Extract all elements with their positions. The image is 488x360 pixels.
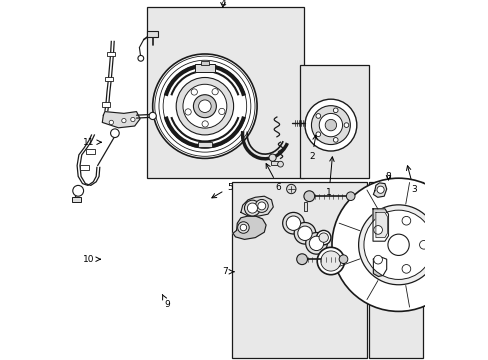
Circle shape xyxy=(305,99,356,151)
Circle shape xyxy=(257,202,265,210)
Polygon shape xyxy=(372,209,387,241)
Bar xyxy=(200,60,209,65)
Circle shape xyxy=(183,84,226,128)
Text: 6: 6 xyxy=(265,163,281,192)
Circle shape xyxy=(318,233,328,242)
Circle shape xyxy=(401,265,410,273)
Circle shape xyxy=(286,184,295,194)
Circle shape xyxy=(198,100,211,112)
Bar xyxy=(102,102,110,107)
Circle shape xyxy=(130,117,135,122)
Circle shape xyxy=(191,89,197,95)
Circle shape xyxy=(294,222,315,244)
Circle shape xyxy=(303,191,314,202)
Text: 3: 3 xyxy=(406,166,416,194)
Bar xyxy=(147,31,158,37)
Circle shape xyxy=(297,226,311,240)
Circle shape xyxy=(311,106,349,145)
Circle shape xyxy=(184,109,191,115)
Circle shape xyxy=(122,118,126,123)
Circle shape xyxy=(176,77,233,135)
Circle shape xyxy=(138,55,143,61)
Circle shape xyxy=(333,138,337,142)
Circle shape xyxy=(218,108,224,114)
Circle shape xyxy=(363,210,432,279)
Circle shape xyxy=(110,129,119,138)
Circle shape xyxy=(317,247,344,275)
Bar xyxy=(368,182,422,358)
Bar xyxy=(80,165,88,170)
Polygon shape xyxy=(232,216,265,239)
Text: 8: 8 xyxy=(385,172,390,181)
Circle shape xyxy=(109,120,113,125)
Circle shape xyxy=(358,205,438,285)
Circle shape xyxy=(315,114,320,118)
Text: 10: 10 xyxy=(83,255,101,264)
Circle shape xyxy=(315,132,320,136)
Circle shape xyxy=(373,255,382,264)
Bar xyxy=(231,182,366,358)
Circle shape xyxy=(285,216,300,230)
Bar xyxy=(300,65,368,178)
Circle shape xyxy=(268,154,276,161)
Circle shape xyxy=(73,185,83,196)
Circle shape xyxy=(333,108,337,113)
Circle shape xyxy=(401,216,410,225)
Circle shape xyxy=(305,233,326,254)
Bar xyxy=(147,7,303,178)
Bar xyxy=(197,142,212,147)
Circle shape xyxy=(344,123,348,127)
Bar xyxy=(194,64,215,72)
Circle shape xyxy=(255,199,268,212)
Polygon shape xyxy=(375,212,386,238)
Circle shape xyxy=(331,178,464,311)
Circle shape xyxy=(282,212,304,234)
Circle shape xyxy=(296,254,307,265)
Text: 5: 5 xyxy=(211,183,232,198)
Bar xyxy=(303,202,306,211)
Polygon shape xyxy=(102,112,140,128)
Circle shape xyxy=(319,113,342,137)
Text: 4: 4 xyxy=(220,0,225,8)
Text: 2: 2 xyxy=(309,135,317,161)
Polygon shape xyxy=(373,257,386,276)
Circle shape xyxy=(376,186,384,193)
Circle shape xyxy=(212,89,218,95)
Circle shape xyxy=(240,224,246,231)
Circle shape xyxy=(346,192,354,201)
Text: 11: 11 xyxy=(83,138,101,147)
Circle shape xyxy=(325,120,336,131)
Bar xyxy=(107,52,115,56)
Circle shape xyxy=(419,240,427,249)
Polygon shape xyxy=(241,196,273,216)
Bar xyxy=(270,161,277,165)
Circle shape xyxy=(193,95,216,118)
Circle shape xyxy=(316,230,330,245)
Circle shape xyxy=(237,222,249,233)
Bar xyxy=(72,197,81,202)
Circle shape xyxy=(247,203,257,213)
Circle shape xyxy=(277,161,283,167)
Circle shape xyxy=(373,226,382,234)
Circle shape xyxy=(339,255,347,264)
Circle shape xyxy=(149,112,156,120)
Circle shape xyxy=(244,200,260,216)
Text: 9: 9 xyxy=(162,294,170,309)
Bar xyxy=(104,77,113,81)
Polygon shape xyxy=(373,183,386,197)
Bar xyxy=(86,149,95,154)
Text: 7: 7 xyxy=(222,267,233,276)
Circle shape xyxy=(320,251,340,271)
Circle shape xyxy=(152,54,257,158)
Circle shape xyxy=(309,236,323,251)
Circle shape xyxy=(202,121,208,127)
Text: 1: 1 xyxy=(325,157,333,197)
Circle shape xyxy=(387,234,408,256)
